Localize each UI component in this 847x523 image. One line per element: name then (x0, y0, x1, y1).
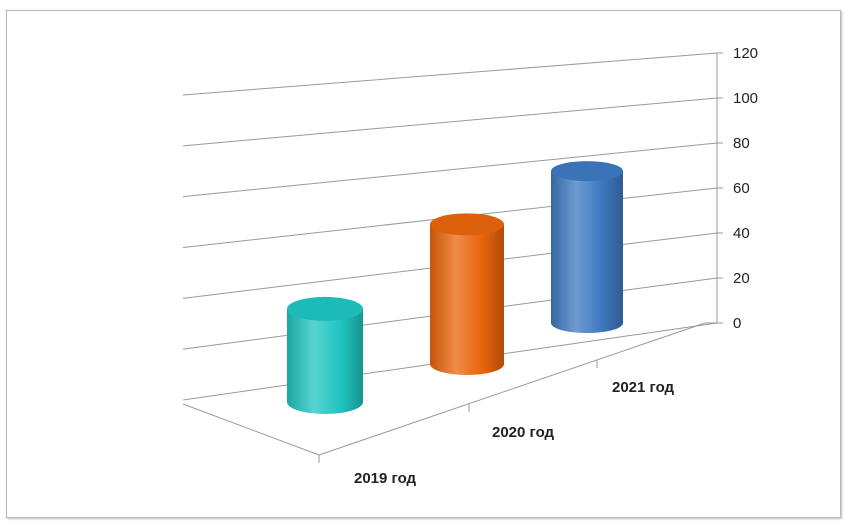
x-tick-label: 2019 год (354, 470, 417, 487)
y-tick-label: 60 (733, 180, 750, 197)
bar-body (287, 308, 363, 414)
bar-top (287, 296, 363, 321)
chart-frame (6, 10, 841, 518)
x-tick-labels: 2019 год 2020 год 2021 год (354, 379, 675, 487)
bar-top (551, 161, 623, 182)
x-axis-line (318, 322, 706, 456)
floor-left-edge (182, 403, 320, 456)
y-tick-label: 100 (733, 90, 758, 107)
y-tick-labels: 0 20 40 60 80 100 120 (733, 45, 758, 332)
gridline (182, 97, 718, 147)
y-tick-label: 120 (733, 45, 758, 62)
bar-body (551, 171, 623, 333)
y-tick-label: 40 (733, 225, 750, 242)
gridlines (182, 52, 718, 401)
y-tick-label: 0 (733, 315, 741, 332)
bar-top (430, 213, 504, 236)
gridline (182, 142, 718, 198)
x-tick-label: 2020 год (492, 424, 555, 441)
bar (430, 213, 504, 375)
gridline (182, 52, 718, 96)
bar (551, 161, 623, 333)
x-tick-label: 2021 год (612, 379, 675, 396)
y-tick-label: 80 (733, 135, 750, 152)
bar-body (430, 224, 504, 375)
bar (287, 296, 363, 414)
axes (182, 52, 723, 463)
y-tick-label: 20 (733, 270, 750, 287)
bars (287, 161, 623, 414)
